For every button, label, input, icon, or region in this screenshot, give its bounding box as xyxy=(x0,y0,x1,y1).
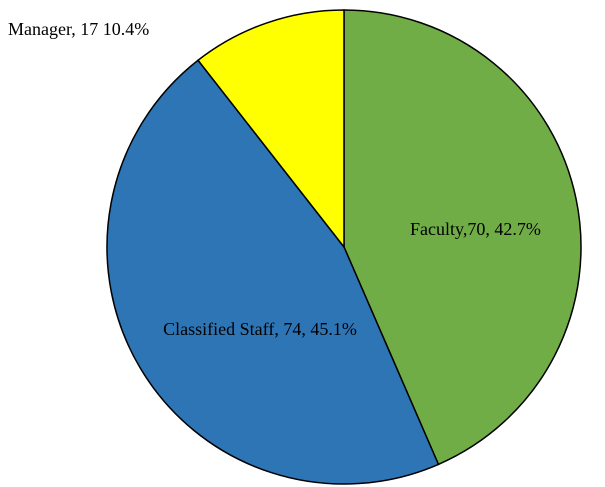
slice-label: Classified Staff, 74, 45.1% xyxy=(163,319,357,339)
slice-label: Manager, 17 10.4% xyxy=(8,19,150,39)
pie-slice xyxy=(106,59,440,485)
slice-label: Faculty,70, 42.7% xyxy=(410,219,541,239)
pie-slice xyxy=(196,9,345,250)
pie-slice xyxy=(343,9,582,466)
